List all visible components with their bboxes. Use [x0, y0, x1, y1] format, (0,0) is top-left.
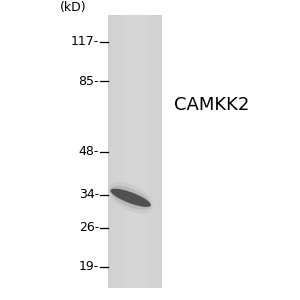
Text: 85-: 85-: [79, 75, 99, 88]
Text: CAMKK2: CAMKK2: [174, 96, 249, 114]
Text: 48-: 48-: [79, 146, 99, 158]
Text: 26-: 26-: [79, 221, 99, 234]
Text: 34-: 34-: [79, 188, 99, 201]
Ellipse shape: [110, 189, 151, 207]
Ellipse shape: [109, 182, 153, 214]
Text: 19-: 19-: [79, 260, 99, 273]
Ellipse shape: [110, 186, 151, 210]
Text: 117-: 117-: [71, 35, 99, 48]
Text: (kD): (kD): [60, 1, 87, 13]
